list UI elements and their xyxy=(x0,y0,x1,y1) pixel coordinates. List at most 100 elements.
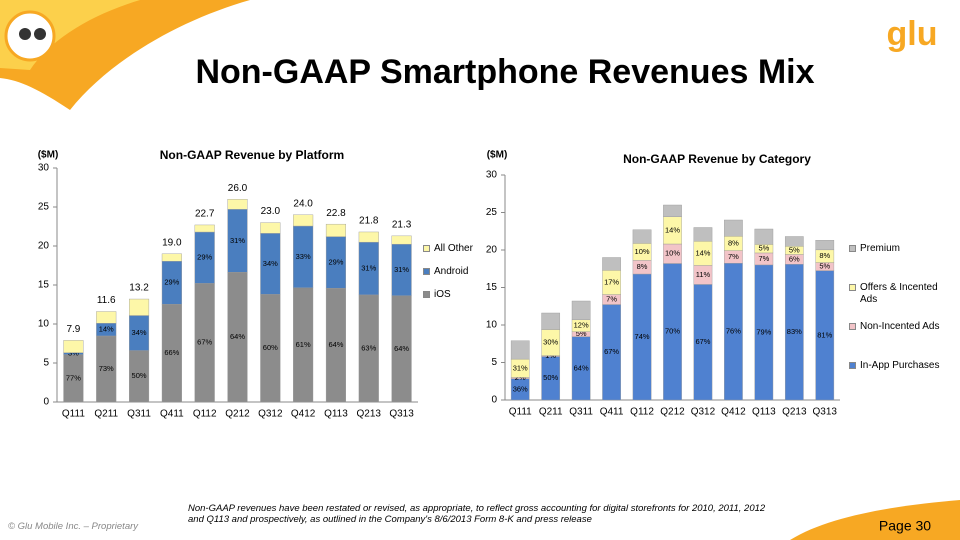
bar-segment xyxy=(325,223,347,237)
value-label: 29% xyxy=(328,257,343,266)
total-label: 21.8 xyxy=(359,216,379,227)
bar-segment xyxy=(815,240,835,251)
legend-label: In-App Purchases xyxy=(860,360,940,371)
value-label: 76% xyxy=(726,327,741,336)
y-tick-label: 30 xyxy=(486,170,498,181)
x-tick-label: Q111 xyxy=(62,409,85,420)
value-label: 67% xyxy=(604,347,619,356)
value-label: 8% xyxy=(819,251,830,260)
value-label: 3% xyxy=(68,349,79,358)
value-label: 74% xyxy=(635,332,650,341)
value-label: 14% xyxy=(665,225,680,234)
y-tick-label: 20 xyxy=(486,245,498,256)
y-axis-label: ($M) xyxy=(487,150,508,161)
value-label: 7% xyxy=(606,295,617,304)
value-label: 8% xyxy=(728,238,739,247)
legend-entry: In-App Purchases xyxy=(849,360,949,372)
bar-segment xyxy=(227,198,248,210)
bar-segment xyxy=(541,312,561,330)
value-label: 33% xyxy=(296,252,311,261)
value-label: 34% xyxy=(132,328,147,337)
x-tick-label: Q313 xyxy=(389,409,414,420)
legend-label: Offers & Incented Ads xyxy=(860,282,938,305)
value-label: 10% xyxy=(635,247,650,256)
value-label: 31% xyxy=(394,265,409,274)
y-tick-label: 0 xyxy=(491,395,497,406)
value-label: 36% xyxy=(513,384,528,393)
x-tick-label: Q313 xyxy=(813,407,838,418)
value-label: 14% xyxy=(99,325,114,334)
x-tick-label: Q312 xyxy=(258,409,283,420)
value-label: 81% xyxy=(817,330,832,339)
bar-segment xyxy=(391,235,412,245)
value-label: 31% xyxy=(513,363,528,372)
legend-entry: iOS xyxy=(423,289,523,301)
footnote: Non-GAAP revenues have been restated or … xyxy=(188,503,766,525)
bar-segment xyxy=(632,229,652,244)
legend-swatch xyxy=(849,284,856,291)
bar-segment xyxy=(358,231,379,243)
legend-swatch xyxy=(423,268,430,275)
bar-segment xyxy=(510,340,530,360)
x-tick-label: Q213 xyxy=(357,409,382,420)
bar-segment xyxy=(63,340,84,353)
bar-segment xyxy=(663,204,682,217)
bar-segment xyxy=(754,228,774,245)
x-tick-label: Q212 xyxy=(660,407,685,418)
y-tick-label: 15 xyxy=(486,282,498,293)
value-label: 11% xyxy=(696,270,711,279)
value-label: 63% xyxy=(361,343,376,352)
value-label: 64% xyxy=(328,340,343,349)
chart-title: Non-GAAP Revenue by Platform xyxy=(160,148,344,162)
x-tick-label: Q311 xyxy=(569,407,593,418)
copyright: © Glu Mobile Inc. – Proprietary xyxy=(8,521,139,532)
x-tick-label: Q213 xyxy=(782,407,807,418)
total-label: 19.0 xyxy=(162,237,182,248)
legend-swatch xyxy=(423,245,430,252)
legend-entry: Non-Incented Ads xyxy=(849,321,949,333)
value-label: 77% xyxy=(66,373,81,382)
value-label: 30% xyxy=(543,338,558,347)
y-axis-label: ($M) xyxy=(38,150,59,161)
value-label: 10% xyxy=(665,249,680,258)
total-label: 13.2 xyxy=(129,283,149,294)
bar-segment xyxy=(693,227,713,242)
value-label: 5% xyxy=(819,262,830,271)
x-tick-label: Q412 xyxy=(721,407,746,418)
value-label: 12% xyxy=(574,321,589,330)
legend-label: iOS xyxy=(434,289,451,300)
x-tick-label: Q113 xyxy=(752,407,776,418)
y-tick-label: 5 xyxy=(491,357,497,368)
total-label: 22.8 xyxy=(326,208,346,219)
bar-segment xyxy=(128,298,150,316)
value-label: 29% xyxy=(197,253,212,262)
bar-segment xyxy=(293,214,314,227)
bar-segment xyxy=(724,219,743,237)
value-label: 7% xyxy=(728,252,739,261)
total-label: 26.0 xyxy=(228,183,248,194)
value-label: 34% xyxy=(263,259,278,268)
value-label: 67% xyxy=(695,337,710,346)
value-label: 7% xyxy=(758,254,769,263)
value-label: 61% xyxy=(296,340,311,349)
y-tick-label: 0 xyxy=(43,397,49,408)
total-label: 23.0 xyxy=(261,206,281,217)
value-label: 5% xyxy=(789,245,800,254)
legend-entry: All Other xyxy=(423,243,523,255)
value-label: 8% xyxy=(637,262,648,271)
x-tick-label: Q312 xyxy=(691,407,716,418)
mascot-eye xyxy=(19,28,31,40)
value-label: 64% xyxy=(574,363,589,372)
x-tick-label: Q111 xyxy=(509,407,532,418)
value-label: 64% xyxy=(230,332,245,341)
y-tick-label: 15 xyxy=(38,280,50,291)
y-tick-label: 25 xyxy=(486,207,498,218)
x-tick-label: Q412 xyxy=(291,409,316,420)
mascot-eye xyxy=(34,28,46,40)
y-tick-label: 25 xyxy=(38,202,50,213)
y-tick-label: 20 xyxy=(38,241,50,252)
value-label: 14% xyxy=(695,248,710,257)
value-label: 79% xyxy=(756,327,771,336)
